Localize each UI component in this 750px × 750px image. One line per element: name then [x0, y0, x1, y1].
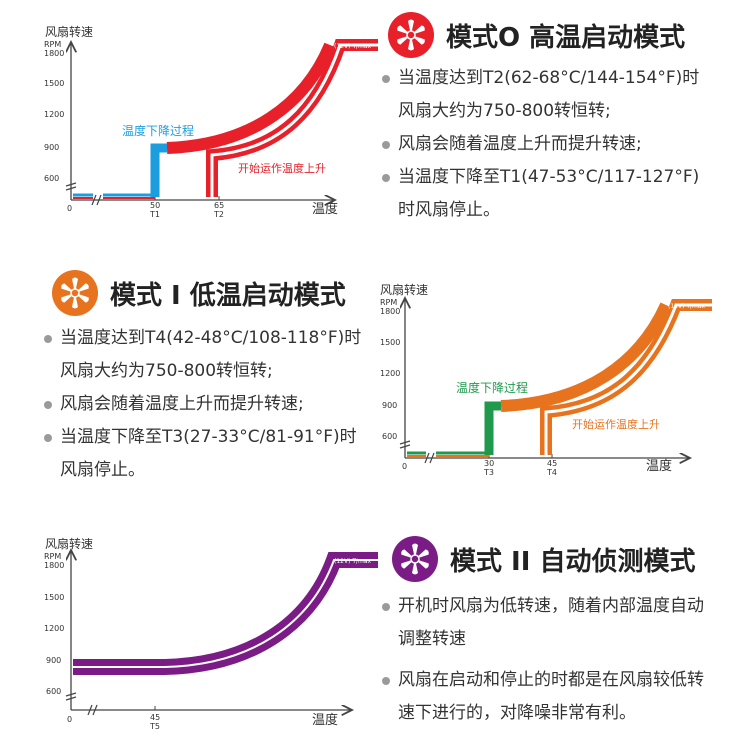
- bullet-item: 开机时风扇为低转速，随着内部温度自动调整转速: [382, 590, 712, 656]
- y-tick-label: 1500: [44, 79, 64, 88]
- fan-curve-inner: [210, 43, 378, 197]
- y-axis-title: 风扇转速: [45, 24, 93, 39]
- x-tick-label: 50: [150, 201, 160, 210]
- mode-2-chart: 风扇转速 RPM 1800 1500 1200 900 600 0 45 T5 …: [44, 536, 378, 731]
- x-tick-label: 45: [547, 459, 557, 468]
- origin-label: 0: [67, 715, 72, 724]
- y-axis-unit: RPM: [44, 40, 61, 49]
- bullet-item: 当温度达到T4(42-48°C/108-118°F)时风扇大约为750-800转…: [44, 322, 370, 388]
- y-axis-break: [65, 692, 77, 701]
- x-tick-sub-label: T3: [483, 468, 494, 477]
- y-axis-title: 风扇转速: [45, 536, 93, 551]
- mode-2-title-block: 模式 II 自动侦测模式: [392, 536, 695, 582]
- mode-2-description: 开机时风扇为低转速，随着内部温度自动调整转速 风扇在启动和停止的时都是在风扇较低…: [382, 590, 712, 730]
- x-tick-label: 65: [214, 201, 224, 210]
- down-process-label: 温度下降过程: [122, 123, 194, 138]
- y-tick-label: 1500: [44, 593, 64, 602]
- x-tick-label: 45: [150, 713, 160, 722]
- y-axis-unit: RPM: [380, 298, 397, 307]
- fan-curve-upper: [500, 302, 672, 412]
- y-tick-label: 1800: [44, 561, 64, 570]
- y-tick-label: 600: [44, 174, 59, 183]
- max-label: (12V) T/max: [334, 558, 372, 565]
- y-tick-label: 600: [46, 687, 61, 696]
- bullet-item: 风扇会随着温度上升而提升转速;: [44, 388, 370, 421]
- mode-0-description: 当温度达到T2(62-68°C/144-154°F)时风扇大约为750-800转…: [382, 62, 704, 227]
- y-tick-label: 900: [382, 401, 397, 410]
- up-process-label: 开始运作温度上升: [238, 161, 326, 175]
- max-label: (12V) T/max: [668, 303, 706, 310]
- purple-fan-icon: [392, 536, 438, 582]
- mode-2-section: 风扇转速 RPM 1800 1500 1200 900 600 0 45 T5 …: [0, 500, 750, 750]
- x-axis-break: [91, 194, 102, 206]
- down-process-line: [150, 143, 167, 197]
- x-axis-title: 温度: [312, 712, 338, 728]
- fan-curve-inner: [73, 559, 378, 668]
- fan-curve-upper: [166, 42, 336, 154]
- y-tick-label: 1800: [380, 307, 400, 316]
- x-axis-break: [87, 704, 98, 716]
- x-tick-sub-label: T2: [213, 210, 224, 219]
- max-label: (12V) T/max: [334, 43, 372, 50]
- bullet-item: 当温度下降至T1(47-53°C/117-127°F)时风扇停止。: [382, 161, 704, 227]
- y-tick-label: 1200: [380, 369, 400, 378]
- x-axis-title: 温度: [646, 458, 672, 474]
- y-axis-unit: RPM: [44, 552, 61, 561]
- x-axis-break: [424, 452, 435, 464]
- bullet-item: 当温度下降至T3(27-33°C/81-91°F)时风扇停止。: [44, 421, 370, 487]
- down-process-line: [484, 401, 501, 455]
- orange-fan-icon: [52, 270, 98, 316]
- y-axis-title: 风扇转速: [380, 282, 428, 297]
- mode-2-title: 模式 II 自动侦测模式: [450, 546, 696, 577]
- x-tick-sub-label: T4: [546, 468, 557, 477]
- mode-1-chart: 风扇转速 RPM 1800 1500 1200 900 600 0 30 T3 …: [380, 282, 712, 477]
- x-tick-label: 30: [484, 459, 494, 468]
- mode-0-title: 模式O 高温启动模式: [446, 22, 686, 53]
- y-tick-label: 1200: [44, 624, 64, 633]
- up-process-label: 开始运作温度上升: [572, 417, 660, 431]
- mode-1-section: 风扇转速 RPM 1800 1500 1200 900 600 0 30 T3 …: [0, 250, 750, 500]
- x-tick-sub-label: T1: [149, 210, 160, 219]
- fan-curve-outer: [73, 552, 378, 675]
- down-process-label: 温度下降过程: [456, 380, 528, 395]
- origin-label: 0: [67, 204, 72, 213]
- y-tick-label: 900: [46, 656, 61, 665]
- mode-1-title: 模式 I 低温启动模式: [110, 280, 346, 311]
- fan-curve-inner: [544, 303, 712, 455]
- bullet-item: 当温度达到T2(62-68°C/144-154°F)时风扇大约为750-800转…: [382, 62, 704, 128]
- x-axis-title: 温度: [312, 201, 338, 217]
- mode-0-chart: 风扇转速 RPM 1800 1500 1200 900 600 0 50 T1 …: [44, 24, 378, 219]
- y-tick-label: 1800: [44, 49, 64, 58]
- y-tick-label: 900: [44, 143, 59, 152]
- origin-label: 0: [402, 462, 407, 471]
- y-tick-label: 600: [382, 432, 397, 441]
- red-fan-icon: [388, 12, 434, 58]
- y-axis-break: [65, 182, 77, 191]
- y-tick-label: 1200: [44, 110, 64, 119]
- bullet-item: 风扇会随着温度上升而提升转速;: [382, 128, 704, 161]
- x-tick-sub-label: T5: [149, 722, 160, 731]
- mode-1-description: 当温度达到T4(42-48°C/108-118°F)时风扇大约为750-800转…: [44, 322, 370, 487]
- mode-0-section: 风扇转速 RPM 1800 1500 1200 900 600 0 50 T1 …: [0, 0, 750, 250]
- bullet-item: 风扇在启动和停止的时都是在风扇较低转速下进行的，对降噪非常有利。: [382, 664, 712, 730]
- y-axis-break: [399, 440, 411, 449]
- y-tick-label: 1500: [380, 338, 400, 347]
- mode-1-title-block: 模式 I 低温启动模式: [52, 270, 346, 316]
- mode-0-title-block: 模式O 高温启动模式: [388, 12, 685, 58]
